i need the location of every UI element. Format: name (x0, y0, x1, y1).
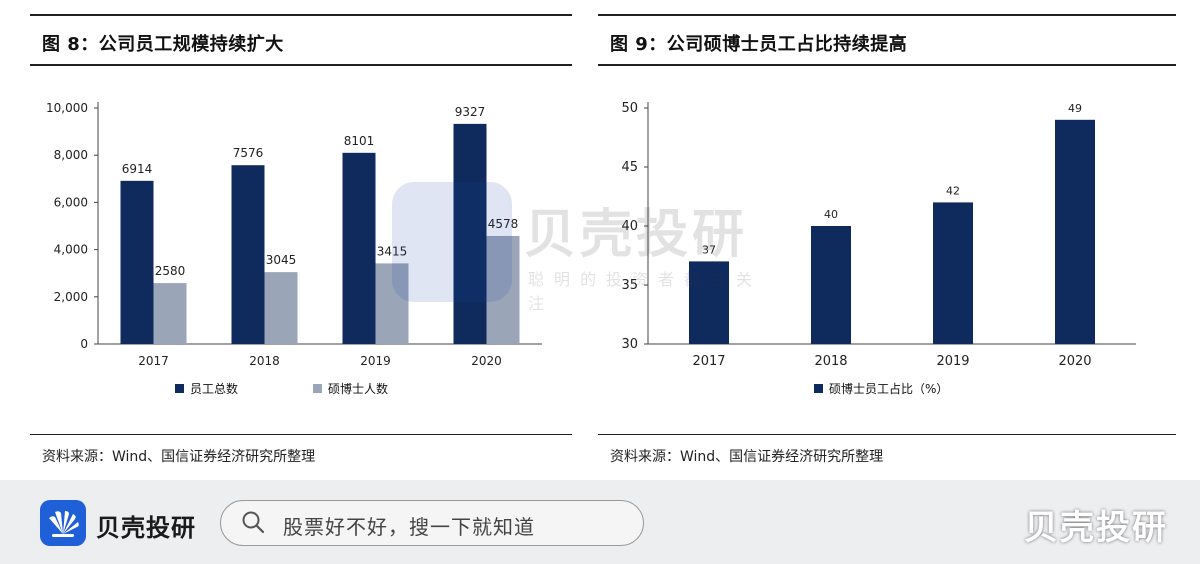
top-rule (30, 14, 572, 16)
legend-label: 员工总数 (190, 382, 239, 396)
y-tick-label: 50 (621, 101, 638, 116)
bar-primary (231, 165, 265, 344)
chart-panel-left: 图 8：公司员工规模持续扩大 0 2,000 4,000 6,000 8,000 10,0… (30, 0, 572, 480)
bar-primary (689, 261, 729, 344)
legend-swatch (814, 384, 823, 393)
chart-title: 图 8：公司员工规模持续扩大 (42, 34, 284, 55)
bar-secondary (264, 272, 298, 344)
title-rule (598, 64, 1176, 66)
y-tick-label: 0 (80, 337, 88, 351)
bar-primary (453, 123, 487, 344)
search-placeholder: 股票好不好，搜一下就知道 (283, 515, 535, 539)
data-label: 3415 (377, 244, 408, 258)
x-tick-label: 2018 (814, 354, 847, 369)
data-label: 42 (946, 184, 960, 197)
bar-primary (120, 180, 154, 344)
x-tick-label: 2019 (360, 354, 391, 368)
legend-label: 硕博士人数 (328, 382, 389, 396)
title-rule (30, 64, 572, 66)
data-label: 9327 (455, 105, 486, 119)
data-label: 4578 (488, 217, 519, 231)
bar-primary (1055, 119, 1095, 344)
bar-secondary (375, 263, 409, 344)
bar-primary (933, 202, 973, 344)
top-rule (598, 14, 1176, 16)
legend-swatch (175, 384, 184, 393)
legend-item: 硕博士人数 (313, 380, 388, 397)
legend-item: 硕博士员工占比（%） (814, 380, 948, 397)
x-tick-label: 2020 (1058, 354, 1091, 369)
source-rule (30, 434, 572, 435)
x-tick-label: 2018 (249, 354, 280, 368)
bar-secondary (153, 283, 187, 344)
data-label: 2580 (155, 264, 186, 278)
bar-primary (342, 152, 376, 344)
shell-logo-icon[interactable] (40, 500, 86, 546)
source-note: 资料来源：Wind、国信证券经济研究所整理 (610, 449, 884, 465)
x-tick-label: 2017 (692, 354, 725, 369)
y-tick-label: 6,000 (54, 195, 88, 209)
brand-watermark-right: 贝壳投研 (1024, 508, 1168, 548)
y-tick-label: 8,000 (54, 148, 88, 162)
data-label: 37 (702, 243, 716, 256)
data-label: 8101 (344, 134, 375, 148)
chart-title: 图 9：公司硕博士员工占比持续提高 (610, 34, 908, 55)
bar-primary (811, 226, 851, 344)
y-tick-label: 35 (621, 278, 638, 293)
legend-item: 员工总数 (175, 380, 238, 397)
y-tick-label: 4,000 (54, 243, 88, 257)
x-tick-label: 2020 (471, 354, 502, 368)
data-label: 7576 (233, 146, 264, 160)
bar-chart-ratio: 30 35 40 45 50 37 2017 40 2018 42 2019 49 2020 (621, 101, 1136, 369)
y-tick-label: 45 (621, 160, 638, 175)
data-label: 6914 (122, 162, 153, 176)
y-tick-label: 10,000 (46, 101, 88, 115)
search-box[interactable]: 股票好不好，搜一下就知道 (220, 500, 644, 546)
chart-panel-right: 图 9：公司硕博士员工占比持续提高 30 35 40 45 50 37 2017 40 2018… (598, 0, 1176, 480)
legend-swatch (313, 384, 322, 393)
app-name: 贝壳投研 (96, 514, 196, 542)
source-note: 资料来源：Wind、国信证券经济研究所整理 (42, 449, 316, 465)
search-icon (242, 511, 265, 534)
x-tick-label: 2017 (138, 354, 169, 368)
data-label: 49 (1068, 102, 1082, 115)
data-label: 40 (824, 208, 838, 221)
data-label: 3045 (266, 253, 297, 267)
y-tick-label: 2,000 (54, 290, 88, 304)
source-rule (598, 434, 1176, 435)
legend-label: 硕博士员工占比（%） (829, 382, 949, 396)
y-tick-label: 40 (621, 219, 638, 234)
y-tick-label: 30 (621, 337, 638, 352)
bar-secondary (486, 235, 520, 344)
x-tick-label: 2019 (936, 354, 969, 369)
bar-chart-employees: 0 2,000 4,000 6,000 8,000 10,000 6914 2580 2017 7… (46, 101, 542, 368)
